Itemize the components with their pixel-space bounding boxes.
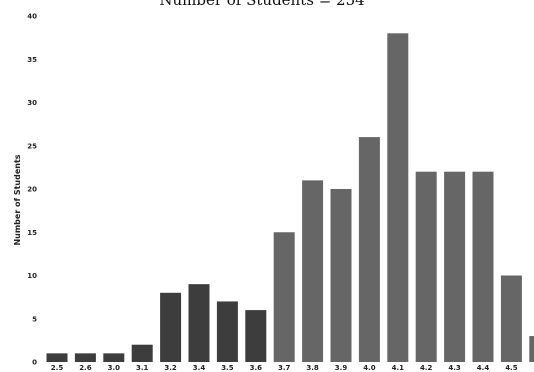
y-tick-label: 15 (27, 229, 37, 237)
x-tick-label: 4.4 (477, 364, 490, 372)
bar (500, 275, 522, 362)
bar (103, 353, 125, 362)
x-tick-label: 3.1 (136, 364, 149, 372)
y-tick-label: 5 (32, 315, 37, 323)
x-tick-label: 3.5 (221, 364, 234, 372)
y-tick-label: 30 (27, 99, 37, 107)
x-tick-label: 4.5 (505, 364, 518, 372)
x-tick-label: 3.0 (108, 364, 121, 372)
bar (302, 180, 324, 362)
bar (74, 353, 96, 362)
x-tick-label: 3.2 (164, 364, 177, 372)
bar (472, 171, 494, 362)
bars (46, 33, 534, 363)
bar (330, 189, 352, 362)
x-tick-label: 2.6 (79, 364, 92, 372)
bar (160, 292, 182, 362)
bar (387, 33, 409, 363)
x-tick-label: 2.5 (51, 364, 64, 372)
x-tick-label: 4.1 (392, 364, 405, 372)
x-tick-label: 3.6 (250, 364, 263, 372)
bar (444, 171, 466, 362)
bar (245, 310, 267, 362)
bar (188, 284, 210, 362)
bar (131, 344, 153, 362)
y-axis-label: Number of Students (13, 154, 22, 245)
bar (273, 232, 295, 362)
bar (216, 301, 238, 362)
bar (529, 336, 534, 362)
x-tick-labels: 2.5 2.6 3.0 3.1 3.2 3.4 3.5 3.6 3.7 3.8 3.9 4.0 4.1 4… (51, 364, 534, 372)
y-tick-label: 0 (32, 359, 37, 367)
x-tick-label: 3.7 (278, 364, 291, 372)
y-tick-label: 10 (27, 272, 37, 280)
x-tick-label: 4.0 (363, 364, 376, 372)
x-tick-label: 3.4 (193, 364, 206, 372)
bar (46, 353, 68, 362)
y-tick-label: 40 (27, 13, 37, 21)
bar (358, 137, 380, 362)
y-tick-label: 35 (27, 56, 37, 64)
x-tick-label: 4.3 (448, 364, 461, 372)
x-tick-label: 3.8 (306, 364, 319, 372)
bar (415, 171, 437, 362)
chart-title: Number of Students = 254 (159, 0, 364, 9)
y-tick-label: 20 (27, 186, 37, 194)
x-tick-label: 4.2 (420, 364, 433, 372)
y-tick-label: 25 (27, 142, 37, 150)
y-tick-labels: 0 5 10 15 20 25 30 35 40 (27, 13, 37, 367)
x-tick-label: 3.9 (335, 364, 348, 372)
